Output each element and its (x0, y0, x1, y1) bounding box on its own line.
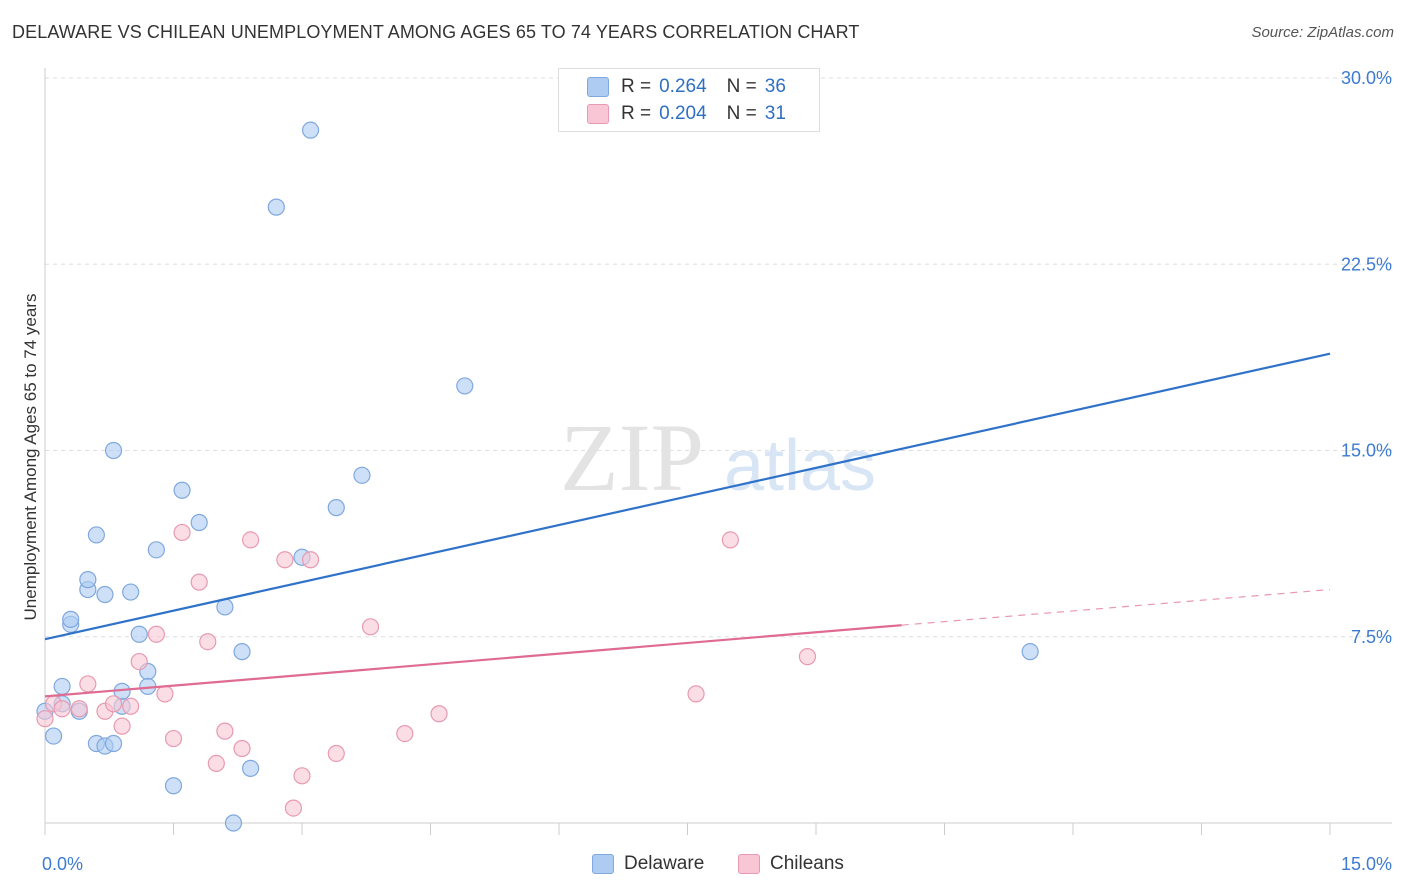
chileans-point (284, 799, 303, 817)
chileans-point (199, 633, 217, 651)
delaware-point (62, 610, 80, 628)
chileans-point (104, 695, 123, 713)
delaware-point (456, 377, 474, 395)
chileans-point (190, 573, 208, 591)
chileans-trend-line-extension (901, 588, 1331, 626)
y-tick-label: 7.5% (1351, 627, 1392, 647)
delaware-point (190, 513, 208, 532)
delaware-point (233, 643, 251, 661)
legend-n-label: N = (726, 103, 757, 124)
tick-labels: 7.5% 15.0% 22.5% 30.0% 0.0% 15.0% (42, 68, 1392, 874)
chileans-point (156, 685, 174, 703)
legend-r-label: R = (621, 76, 652, 97)
delaware-point (224, 814, 243, 832)
y-tick-label: 30.0% (1341, 68, 1392, 88)
source-label: Source: ZipAtlas.com (1251, 24, 1394, 41)
series-swatch-chileans (738, 854, 760, 874)
delaware-point (267, 198, 285, 216)
chileans-point (276, 551, 294, 569)
legend-n-value: 31 (764, 103, 786, 124)
chileans-point (293, 767, 311, 785)
delaware-trend-line (44, 352, 1331, 641)
delaware-point (104, 734, 123, 753)
delaware-point (79, 571, 97, 589)
legend-r-value: 0.264 (659, 76, 707, 97)
chileans-point (147, 625, 165, 643)
series-label-delaware: Delaware (624, 853, 705, 874)
trend-lines (44, 352, 1331, 698)
delaware-point (164, 777, 183, 795)
legend-n-label: N = (726, 76, 757, 97)
chart-title: DELAWARE VS CHILEAN UNEMPLOYMENT AMONG A… (12, 22, 860, 42)
delaware-point (1021, 643, 1039, 661)
legend-r-label: R = (621, 103, 652, 124)
delaware-point (87, 526, 106, 544)
chileans-point (301, 551, 320, 569)
delaware-point (327, 499, 345, 517)
delaware-point (147, 541, 165, 559)
legend-swatch-delaware (587, 77, 609, 97)
x-tick-label: 0.0% (42, 854, 83, 874)
legend-row-chileans: R = 0.204 N = 31 (559, 101, 786, 127)
chileans-point (327, 744, 345, 763)
chileans-point (36, 710, 54, 728)
x-tick-label: 15.0% (1341, 854, 1392, 874)
legend-r-value: 0.204 (659, 103, 707, 124)
chileans-point (79, 675, 97, 693)
chileans-point (361, 618, 380, 636)
chileans-point (721, 531, 739, 549)
delaware-point (242, 759, 260, 777)
series-label-chileans: Chileans (770, 853, 844, 874)
chileans-point (164, 729, 183, 748)
data-points (36, 121, 1039, 832)
legend-row-delaware: R = 0.264 N = 36 (559, 74, 786, 100)
delaware-point (122, 583, 140, 601)
delaware-point (53, 677, 71, 696)
chileans-point (430, 705, 448, 723)
delaware-point (353, 466, 371, 484)
chileans-point (53, 700, 71, 718)
watermark: ZIP atlas (560, 404, 876, 511)
chileans-point (173, 523, 191, 542)
chileans-point (396, 724, 414, 743)
delaware-point (96, 585, 114, 604)
delaware-point (301, 121, 320, 139)
correlation-legend: R = 0.264 N = 36 R = 0.204 N = 31 (558, 68, 820, 132)
delaware-point (130, 625, 148, 643)
axes (44, 68, 1392, 835)
delaware-point (104, 441, 123, 460)
series-swatch-delaware (592, 854, 614, 874)
legend-n-value: 36 (764, 76, 786, 97)
chileans-point (122, 697, 140, 715)
watermark-atlas: atlas (724, 426, 876, 506)
chileans-point (798, 648, 817, 666)
chileans-point (70, 700, 88, 718)
delaware-point (173, 481, 191, 499)
gridlines (45, 77, 1392, 638)
delaware-point (44, 727, 63, 745)
chileans-point (216, 722, 234, 740)
chileans-point (233, 739, 251, 758)
series-legend-delaware: Delaware (592, 852, 704, 876)
chileans-trend-line (44, 624, 902, 698)
chileans-point (242, 531, 260, 549)
chileans-point (130, 652, 148, 671)
legend-swatch-chileans (587, 104, 609, 124)
chileans-point (207, 754, 225, 773)
y-tick-label: 22.5% (1341, 254, 1392, 274)
chileans-point (113, 717, 131, 735)
y-axis-label: Unemployment Among Ages 65 to 74 years (21, 294, 40, 621)
series-legend-chileans: Chileans (738, 852, 844, 876)
chileans-point (687, 685, 705, 703)
watermark-zip: ZIP (560, 404, 704, 511)
y-tick-label: 15.0% (1341, 441, 1392, 461)
